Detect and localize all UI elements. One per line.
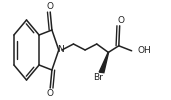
Text: O: O	[47, 2, 54, 11]
Polygon shape	[99, 52, 109, 73]
Text: O: O	[117, 16, 124, 25]
Text: Br: Br	[93, 73, 103, 82]
Text: O: O	[47, 89, 54, 98]
Text: OH: OH	[137, 46, 151, 55]
Text: N: N	[57, 46, 63, 54]
